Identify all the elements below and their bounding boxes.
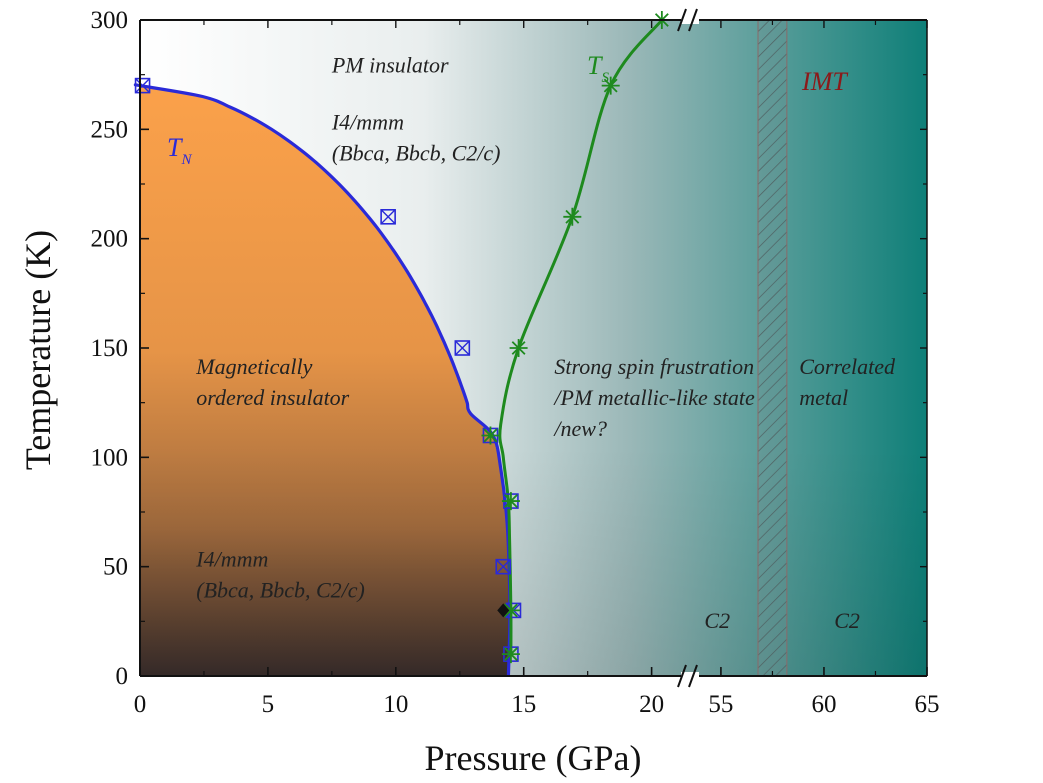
y-tick-label: 300 — [91, 7, 129, 34]
tn-boundary-line — [133, 83, 512, 677]
x-tick-label: 0 — [134, 691, 147, 718]
x-tick-label: 55 — [708, 691, 733, 718]
y-tick-label: 250 — [91, 116, 129, 143]
tn-marker-cross — [495, 559, 511, 575]
annotation-correlated-metal: Correlated metal — [799, 354, 896, 410]
x-tick-label: 20 — [639, 691, 664, 718]
annotation-frustration: Strong spin frustration/PM metallic-like… — [552, 354, 755, 441]
tn-marker-box — [495, 558, 512, 575]
annotation-c2-left: C2 — [704, 608, 730, 633]
tn-point-marker — [380, 209, 396, 225]
y-tick-label: 0 — [116, 663, 129, 690]
y-tick-label: 200 — [91, 226, 129, 253]
ts-point-marker — [509, 339, 528, 357]
ts-marker-star — [481, 426, 500, 445]
y-tick-label: 100 — [91, 444, 129, 471]
annotation-mag-ordered: Magnetically ordered insulator — [195, 354, 349, 410]
tn-marker-box — [454, 340, 471, 356]
region-annotations: PM insulator I4/mmm (Bbca, Bbcb, C2/c) Magn… — [195, 52, 896, 632]
x-tick-label: 60 — [811, 691, 836, 718]
ts-marker-star — [563, 207, 582, 226]
ts-point-marker — [563, 207, 582, 226]
x-axis-title: Pressure (GPa) — [425, 738, 642, 778]
axis-break-gap — [681, 672, 699, 680]
tn-marker-box — [134, 77, 151, 94]
ts-point-marker — [601, 76, 620, 95]
axis-break-mark — [677, 8, 698, 32]
ts-point-marker — [501, 601, 520, 620]
x-tick-label: 5 — [262, 691, 275, 718]
ts-point-marker — [501, 492, 520, 511]
annotation-phase-lower: I4/mmm (Bbca, Bbcb, C2/c) — [195, 547, 365, 603]
ts-marker-star — [601, 76, 620, 95]
tn-point-marker — [495, 558, 512, 575]
tn-marker-box — [380, 209, 396, 225]
diamond-marker — [497, 603, 510, 618]
annotation-c2-right: C2 — [834, 608, 860, 633]
tn-marker-cross — [380, 209, 396, 225]
tn-marker-cross — [135, 78, 151, 94]
imt-label: IMT — [801, 67, 848, 96]
tn-point-marker — [454, 340, 471, 356]
ts-marker-star — [501, 645, 520, 664]
ts-marker-star — [501, 601, 520, 620]
annotation-pm-insulator: PM insulator — [331, 52, 449, 77]
ts-point-marker — [501, 645, 520, 664]
y-tick-label: 50 — [103, 554, 128, 581]
annotation-phase-upper: I4/mmm (Bbca, Bbcb, C2/c) — [331, 109, 501, 165]
y-tick-label: 150 — [91, 335, 129, 362]
x-tick-label: 10 — [383, 691, 408, 718]
ts-point-marker — [481, 426, 500, 445]
x-tick-label: 65 — [915, 691, 940, 718]
tn-point-marker — [134, 77, 151, 94]
ts-marker-star — [509, 339, 528, 357]
imt-hatched-band — [757, 19, 788, 677]
axis-break-mark — [677, 664, 698, 688]
x-tick-label: 15 — [511, 691, 536, 718]
tn-marker-cross — [454, 340, 470, 356]
axis-break-gap — [681, 16, 699, 24]
ts-marker-star — [501, 492, 520, 511]
axes: 0 50 100 150 200 250 300 0 5 10 15 20 55 60 65 — [91, 7, 940, 718]
y-axis-title: Temperature (K) — [18, 230, 58, 470]
